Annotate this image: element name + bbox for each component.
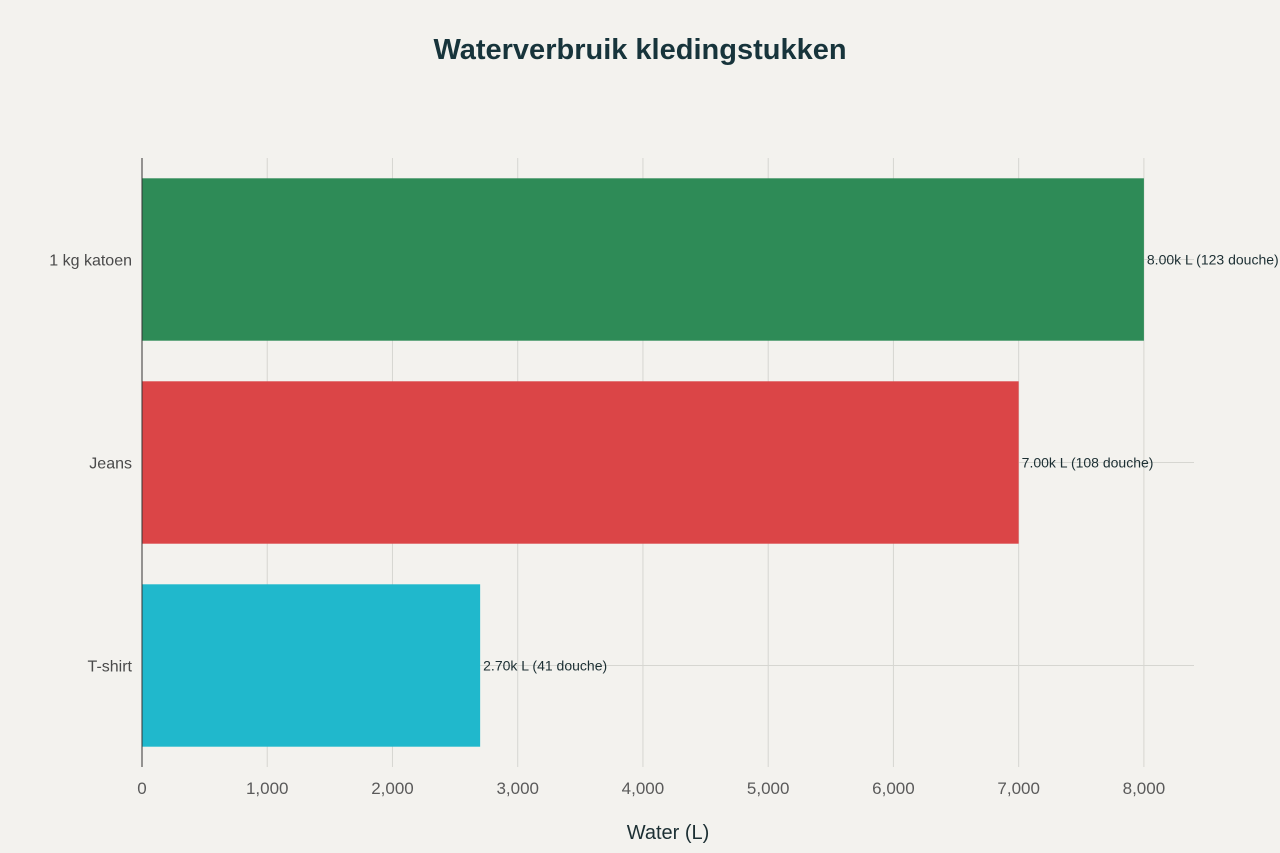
x-tick-label: 8,000 — [1123, 779, 1166, 798]
x-tick-label: 4,000 — [622, 779, 665, 798]
category-label: 1 kg katoen — [49, 253, 132, 270]
x-tick-label: 5,000 — [747, 779, 790, 798]
x-tick-label: 0 — [137, 779, 146, 798]
bar — [142, 584, 481, 747]
data-label: 7.00k L (108 douche) — [1022, 455, 1154, 471]
x-tick-label: 3,000 — [496, 779, 539, 798]
x-axis-label: Water (L) — [627, 822, 710, 844]
category-label: Jeans — [89, 456, 132, 473]
category-label: T-shirt — [88, 659, 133, 676]
x-tick-label: 2,000 — [371, 779, 414, 798]
data-label: 2.70k L (41 douche) — [483, 658, 607, 674]
bar — [142, 381, 1019, 544]
x-tick-label: 7,000 — [997, 779, 1040, 798]
data-label: 8.00k L (123 douche) — [1147, 252, 1279, 268]
bar — [142, 178, 1144, 341]
x-tick-label: 1,000 — [246, 779, 289, 798]
chart-title: Waterverbruik kledingstukken — [433, 34, 847, 66]
x-tick-label: 6,000 — [872, 779, 915, 798]
